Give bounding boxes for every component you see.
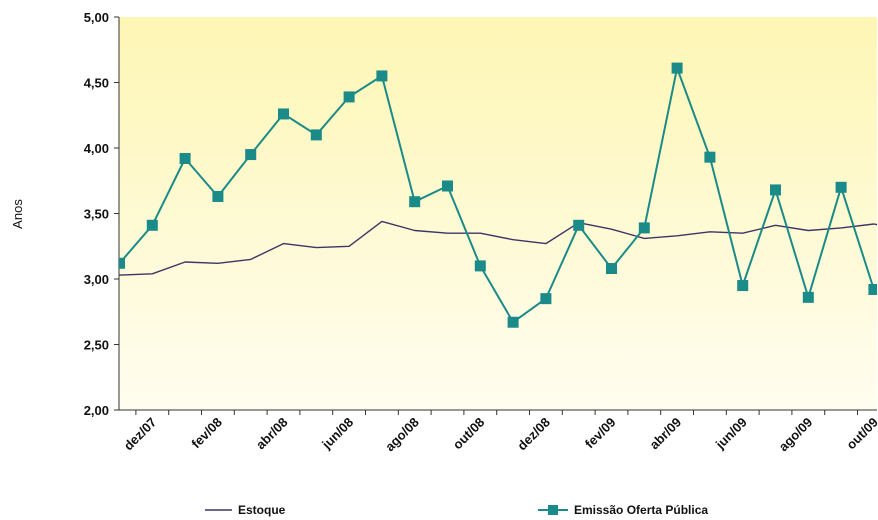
- data-point: [474, 260, 486, 272]
- y-tick-label: 4,00: [84, 141, 109, 156]
- data-point: [868, 283, 877, 295]
- y-tick-label: 2,00: [84, 403, 109, 418]
- series-emissao: [119, 62, 877, 328]
- y-axis-ticks: 2,00 2,50 3,00 3,50 4,00 4,50 5,00: [84, 10, 119, 418]
- legend-label-emissao: Emissão Oferta Pública: [574, 503, 708, 517]
- data-point: [770, 184, 781, 196]
- x-tick-label: dez/07: [121, 415, 160, 454]
- data-point: [671, 62, 683, 74]
- x-tick-label: jun/08: [318, 415, 356, 453]
- y-tick-label: 5,00: [84, 10, 109, 25]
- x-tick-label: abr/08: [253, 415, 291, 453]
- plot-area: [119, 17, 877, 410]
- data-point: [704, 151, 716, 163]
- data-point: [802, 291, 814, 303]
- y-axis-title: Anos: [10, 199, 25, 229]
- data-point: [573, 219, 585, 231]
- legend-marker-emissao: [548, 505, 558, 515]
- data-point: [245, 149, 257, 161]
- x-tick-label: ago/09: [776, 415, 816, 455]
- data-point: [507, 316, 519, 328]
- data-point: [310, 129, 322, 141]
- data-point: [835, 181, 847, 193]
- x-tick-label: jun/09: [712, 415, 750, 453]
- legend-label-estoque: Estoque: [238, 503, 286, 517]
- data-point: [212, 190, 224, 202]
- x-tick-label: out/09: [843, 415, 878, 453]
- data-point: [606, 263, 617, 275]
- y-tick-label: 4,50: [84, 76, 109, 91]
- data-point: [343, 91, 355, 103]
- legend-item-emissao: Emissão Oferta Pública: [538, 503, 708, 517]
- x-tick-label: fev/08: [188, 415, 225, 452]
- x-tick-label: out/08: [450, 415, 488, 453]
- x-tick-label: fev/09: [582, 415, 619, 452]
- data-point: [179, 152, 191, 164]
- data-point: [737, 280, 749, 292]
- y-tick-label: 3,00: [84, 272, 109, 287]
- legend-item-estoque: Estoque: [205, 503, 286, 517]
- data-point: [119, 257, 125, 269]
- y-tick-label: 2,50: [84, 338, 109, 353]
- data-point: [540, 293, 552, 305]
- legend: Estoque Emissão Oferta Pública: [205, 503, 708, 517]
- y-tick-label: 3,50: [84, 207, 109, 222]
- x-tick-label: ago/08: [382, 415, 422, 455]
- x-tick-label: dez/08: [514, 415, 553, 454]
- x-tick-label: abr/09: [647, 415, 685, 453]
- data-point: [376, 70, 388, 82]
- x-axis-ticks: dez/07 fev/08 abr/08 jun/08 ago/08 out/08 dez/…: [121, 410, 878, 454]
- series-layer: [119, 62, 877, 328]
- series-line: [119, 220, 877, 276]
- data-point: [638, 222, 650, 234]
- data-point: [146, 219, 158, 231]
- series-estoque: [119, 220, 877, 276]
- data-point: [278, 108, 289, 120]
- data-point: [409, 196, 421, 208]
- data-point: [442, 180, 453, 192]
